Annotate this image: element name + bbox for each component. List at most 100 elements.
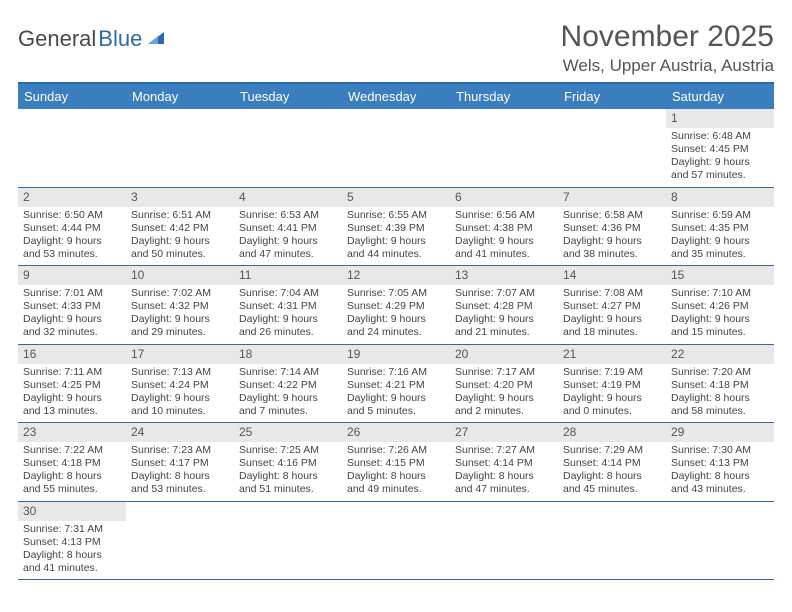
logo: General Blue — [18, 20, 166, 52]
day-number: 1 — [666, 109, 774, 128]
day-body: Sunrise: 7:14 AMSunset: 4:22 PMDaylight:… — [234, 364, 342, 423]
day-number: 24 — [126, 423, 234, 442]
sunset-text: Sunset: 4:36 PM — [563, 222, 661, 235]
daylight-text: Daylight: 8 hours and 55 minutes. — [23, 470, 121, 496]
day-body: Sunrise: 6:51 AMSunset: 4:42 PMDaylight:… — [126, 207, 234, 266]
day-body: Sunrise: 6:48 AMSunset: 4:45 PMDaylight:… — [666, 128, 774, 187]
daylight-text: Daylight: 8 hours and 41 minutes. — [23, 549, 121, 575]
sunrise-text: Sunrise: 7:05 AM — [347, 287, 445, 300]
daylight-text: Daylight: 8 hours and 51 minutes. — [239, 470, 337, 496]
day-number: 16 — [18, 345, 126, 364]
daylight-text: Daylight: 9 hours and 53 minutes. — [23, 235, 121, 261]
day-number: 19 — [342, 345, 450, 364]
sunrise-text: Sunrise: 6:53 AM — [239, 209, 337, 222]
week-row: 30 Sunrise: 7:31 AMSunset: 4:13 PMDayligh… — [18, 502, 774, 581]
sunrise-text: Sunrise: 7:25 AM — [239, 444, 337, 457]
sunset-text: Sunset: 4:14 PM — [455, 457, 553, 470]
sunset-text: Sunset: 4:16 PM — [239, 457, 337, 470]
daylight-text: Daylight: 9 hours and 32 minutes. — [23, 313, 121, 339]
day-number: 12 — [342, 266, 450, 285]
sunset-text: Sunset: 4:20 PM — [455, 379, 553, 392]
day-body: Sunrise: 7:23 AMSunset: 4:17 PMDaylight:… — [126, 442, 234, 501]
day-number — [666, 502, 774, 521]
daylight-text: Daylight: 9 hours and 26 minutes. — [239, 313, 337, 339]
day-cell: 6Sunrise: 6:56 AMSunset: 4:38 PMDaylight… — [450, 188, 558, 266]
sunset-text: Sunset: 4:15 PM — [347, 457, 445, 470]
day-body: Sunrise: 7:26 AMSunset: 4:15 PMDaylight:… — [342, 442, 450, 501]
header: General Blue November 2025 Wels, Upper A… — [18, 20, 774, 76]
day-number: 15 — [666, 266, 774, 285]
day-number: 13 — [450, 266, 558, 285]
sunset-text: Sunset: 4:22 PM — [239, 379, 337, 392]
sunrise-text: Sunrise: 7:19 AM — [563, 366, 661, 379]
day-cell: 15Sunrise: 7:10 AMSunset: 4:26 PMDayligh… — [666, 266, 774, 344]
day-number: 2 — [18, 188, 126, 207]
sunset-text: Sunset: 4:32 PM — [131, 300, 229, 313]
day-number: 8 — [666, 188, 774, 207]
daylight-text: Daylight: 9 hours and 24 minutes. — [347, 313, 445, 339]
sunrise-text: Sunrise: 7:20 AM — [671, 366, 769, 379]
day-body: Sunrise: 7:22 AMSunset: 4:18 PMDaylight:… — [18, 442, 126, 501]
week-row: 1Sunrise: 6:48 AMSunset: 4:45 PMDaylight… — [18, 109, 774, 188]
sunrise-text: Sunrise: 7:27 AM — [455, 444, 553, 457]
day-body: Sunrise: 7:04 AMSunset: 4:31 PMDaylight:… — [234, 285, 342, 344]
daylight-text: Daylight: 9 hours and 35 minutes. — [671, 235, 769, 261]
day-number: 5 — [342, 188, 450, 207]
sunset-text: Sunset: 4:13 PM — [23, 536, 121, 549]
sunset-text: Sunset: 4:38 PM — [455, 222, 553, 235]
day-cell — [342, 109, 450, 187]
day-body: Sunrise: 7:13 AMSunset: 4:24 PMDaylight:… — [126, 364, 234, 423]
day-cell — [558, 502, 666, 580]
day-cell: 7Sunrise: 6:58 AMSunset: 4:36 PMDaylight… — [558, 188, 666, 266]
day-body: Sunrise: 7:07 AMSunset: 4:28 PMDaylight:… — [450, 285, 558, 344]
day-body: Sunrise: 6:50 AMSunset: 4:44 PMDaylight:… — [18, 207, 126, 266]
sunrise-text: Sunrise: 6:55 AM — [347, 209, 445, 222]
sunrise-text: Sunrise: 7:29 AM — [563, 444, 661, 457]
sunset-text: Sunset: 4:42 PM — [131, 222, 229, 235]
day-number: 9 — [18, 266, 126, 285]
day-number — [234, 502, 342, 521]
sunrise-text: Sunrise: 7:04 AM — [239, 287, 337, 300]
sunrise-text: Sunrise: 7:16 AM — [347, 366, 445, 379]
week-row: 16Sunrise: 7:11 AMSunset: 4:25 PMDayligh… — [18, 345, 774, 424]
day-cell: 16Sunrise: 7:11 AMSunset: 4:25 PMDayligh… — [18, 345, 126, 423]
daylight-text: Daylight: 9 hours and 7 minutes. — [239, 392, 337, 418]
day-cell: 18Sunrise: 7:14 AMSunset: 4:22 PMDayligh… — [234, 345, 342, 423]
day-header: Thursday — [450, 84, 558, 109]
day-body: Sunrise: 7:02 AMSunset: 4:32 PMDaylight:… — [126, 285, 234, 344]
day-cell: 19Sunrise: 7:16 AMSunset: 4:21 PMDayligh… — [342, 345, 450, 423]
day-body: Sunrise: 6:53 AMSunset: 4:41 PMDaylight:… — [234, 207, 342, 266]
day-cell: 30 Sunrise: 7:31 AMSunset: 4:13 PMDayligh… — [18, 502, 126, 580]
daylight-text: Daylight: 9 hours and 50 minutes. — [131, 235, 229, 261]
day-number: 28 — [558, 423, 666, 442]
daylight-text: Daylight: 8 hours and 53 minutes. — [131, 470, 229, 496]
daylight-text: Daylight: 9 hours and 5 minutes. — [347, 392, 445, 418]
sunrise-text: Sunrise: 7:30 AM — [671, 444, 769, 457]
day-cell: 29Sunrise: 7:30 AMSunset: 4:13 PMDayligh… — [666, 423, 774, 501]
day-cell: 14Sunrise: 7:08 AMSunset: 4:27 PMDayligh… — [558, 266, 666, 344]
day-body: Sunrise: 6:55 AMSunset: 4:39 PMDaylight:… — [342, 207, 450, 266]
day-body: Sunrise: 7:29 AMSunset: 4:14 PMDaylight:… — [558, 442, 666, 501]
day-body: Sunrise: 7:11 AMSunset: 4:25 PMDaylight:… — [18, 364, 126, 423]
day-body: Sunrise: 7:25 AMSunset: 4:16 PMDaylight:… — [234, 442, 342, 501]
daylight-text: Daylight: 9 hours and 41 minutes. — [455, 235, 553, 261]
title-block: November 2025 Wels, Upper Austria, Austr… — [561, 20, 774, 76]
day-cell: 11Sunrise: 7:04 AMSunset: 4:31 PMDayligh… — [234, 266, 342, 344]
daylight-text: Daylight: 9 hours and 44 minutes. — [347, 235, 445, 261]
sunrise-text: Sunrise: 7:02 AM — [131, 287, 229, 300]
sunset-text: Sunset: 4:25 PM — [23, 379, 121, 392]
day-number: 21 — [558, 345, 666, 364]
day-cell: 9Sunrise: 7:01 AMSunset: 4:33 PMDaylight… — [18, 266, 126, 344]
logo-sail-icon — [146, 30, 166, 46]
day-body: Sunrise: 7:17 AMSunset: 4:20 PMDaylight:… — [450, 364, 558, 423]
day-number: 20 — [450, 345, 558, 364]
daylight-text: Daylight: 9 hours and 2 minutes. — [455, 392, 553, 418]
sunrise-text: Sunrise: 7:31 AM — [23, 523, 121, 536]
day-number: 23 — [18, 423, 126, 442]
day-cell — [558, 109, 666, 187]
day-header: Sunday — [18, 84, 126, 109]
day-cell — [126, 109, 234, 187]
day-number: 30 — [18, 502, 126, 521]
day-number: 7 — [558, 188, 666, 207]
sunset-text: Sunset: 4:24 PM — [131, 379, 229, 392]
